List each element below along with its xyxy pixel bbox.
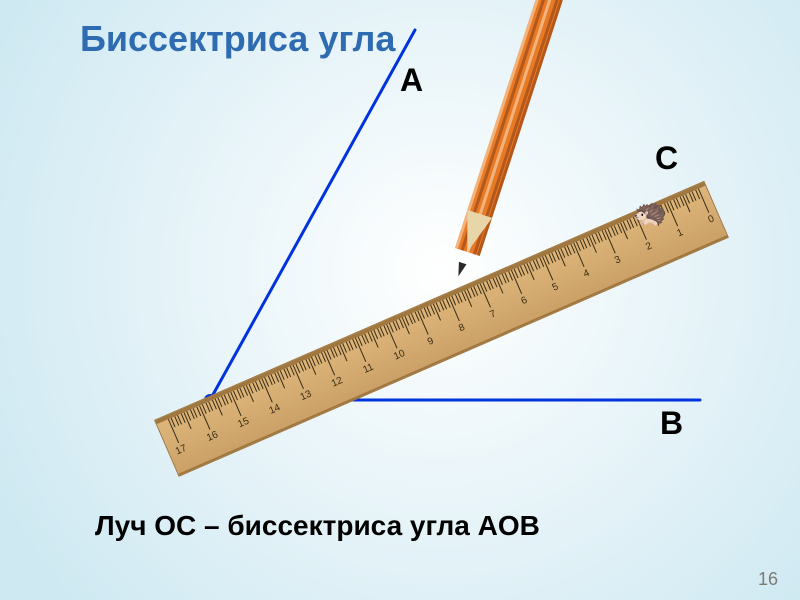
caption: Луч OC – биссектриса угла AOB	[95, 510, 540, 542]
page-number: 16	[758, 569, 778, 590]
hedgehog-icon: 🦔	[633, 196, 668, 229]
slide-title: Биссектриса угла	[80, 18, 395, 60]
point-label-C: C	[655, 140, 678, 177]
point-label-A: A	[400, 62, 423, 99]
pencil-lead	[455, 262, 467, 278]
point-label-B: B	[660, 405, 683, 442]
